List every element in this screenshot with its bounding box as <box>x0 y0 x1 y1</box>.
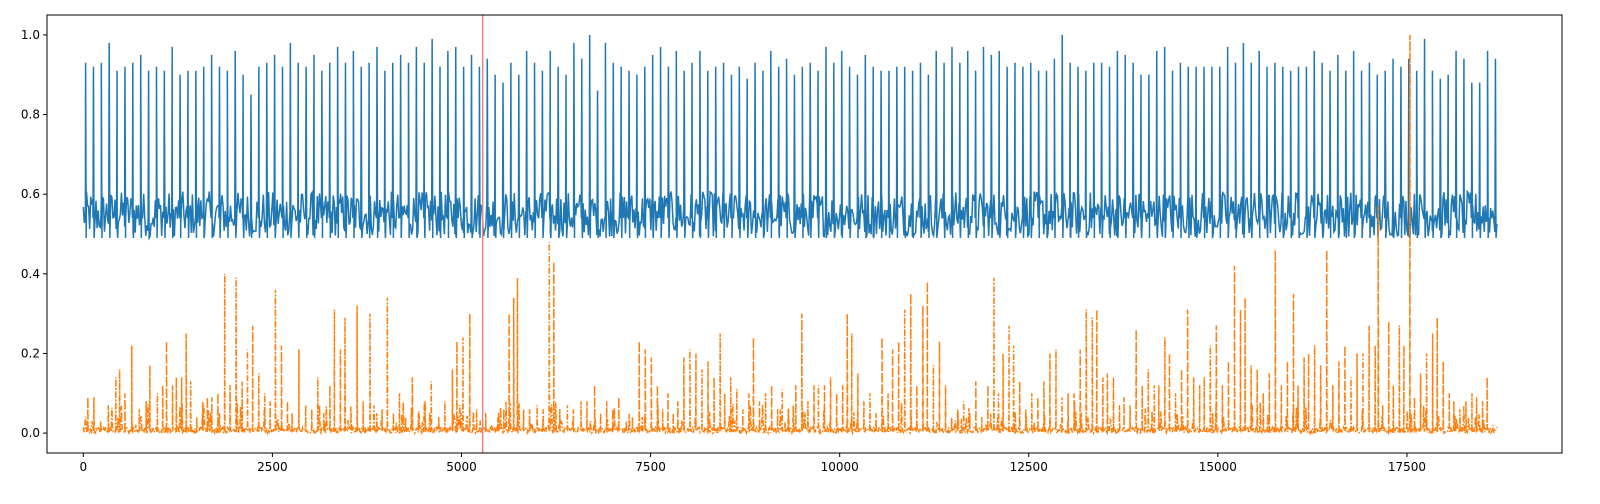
y-tick-label: 0.2 <box>21 346 40 360</box>
x-tick-label: 17500 <box>1388 460 1426 474</box>
y-tick-label: 0.0 <box>21 426 40 440</box>
x-tick-label: 2500 <box>257 460 288 474</box>
series-1-line <box>82 34 1498 241</box>
x-tick-label: 12500 <box>1010 460 1048 474</box>
y-axis: 0.0 0.2 0.4 0.6 0.8 1.0 <box>21 28 47 440</box>
x-tick-label: 15000 <box>1199 460 1237 474</box>
x-tick-label: 7500 <box>635 460 666 474</box>
x-tick-label: 10000 <box>821 460 859 474</box>
y-tick-label: 0.6 <box>21 187 40 201</box>
x-axis: 0 2500 5000 7500 10000 12500 15000 17500 <box>79 453 1426 474</box>
plot-area-frame <box>46 14 1563 454</box>
series-2-line <box>82 34 1498 436</box>
series-layer <box>82 34 1498 436</box>
x-tick-label: 0 <box>79 460 87 474</box>
y-tick-label: 0.8 <box>21 108 40 122</box>
y-tick-label: 0.4 <box>21 267 40 281</box>
y-tick-label: 1.0 <box>21 28 40 42</box>
x-tick-label: 5000 <box>446 460 477 474</box>
